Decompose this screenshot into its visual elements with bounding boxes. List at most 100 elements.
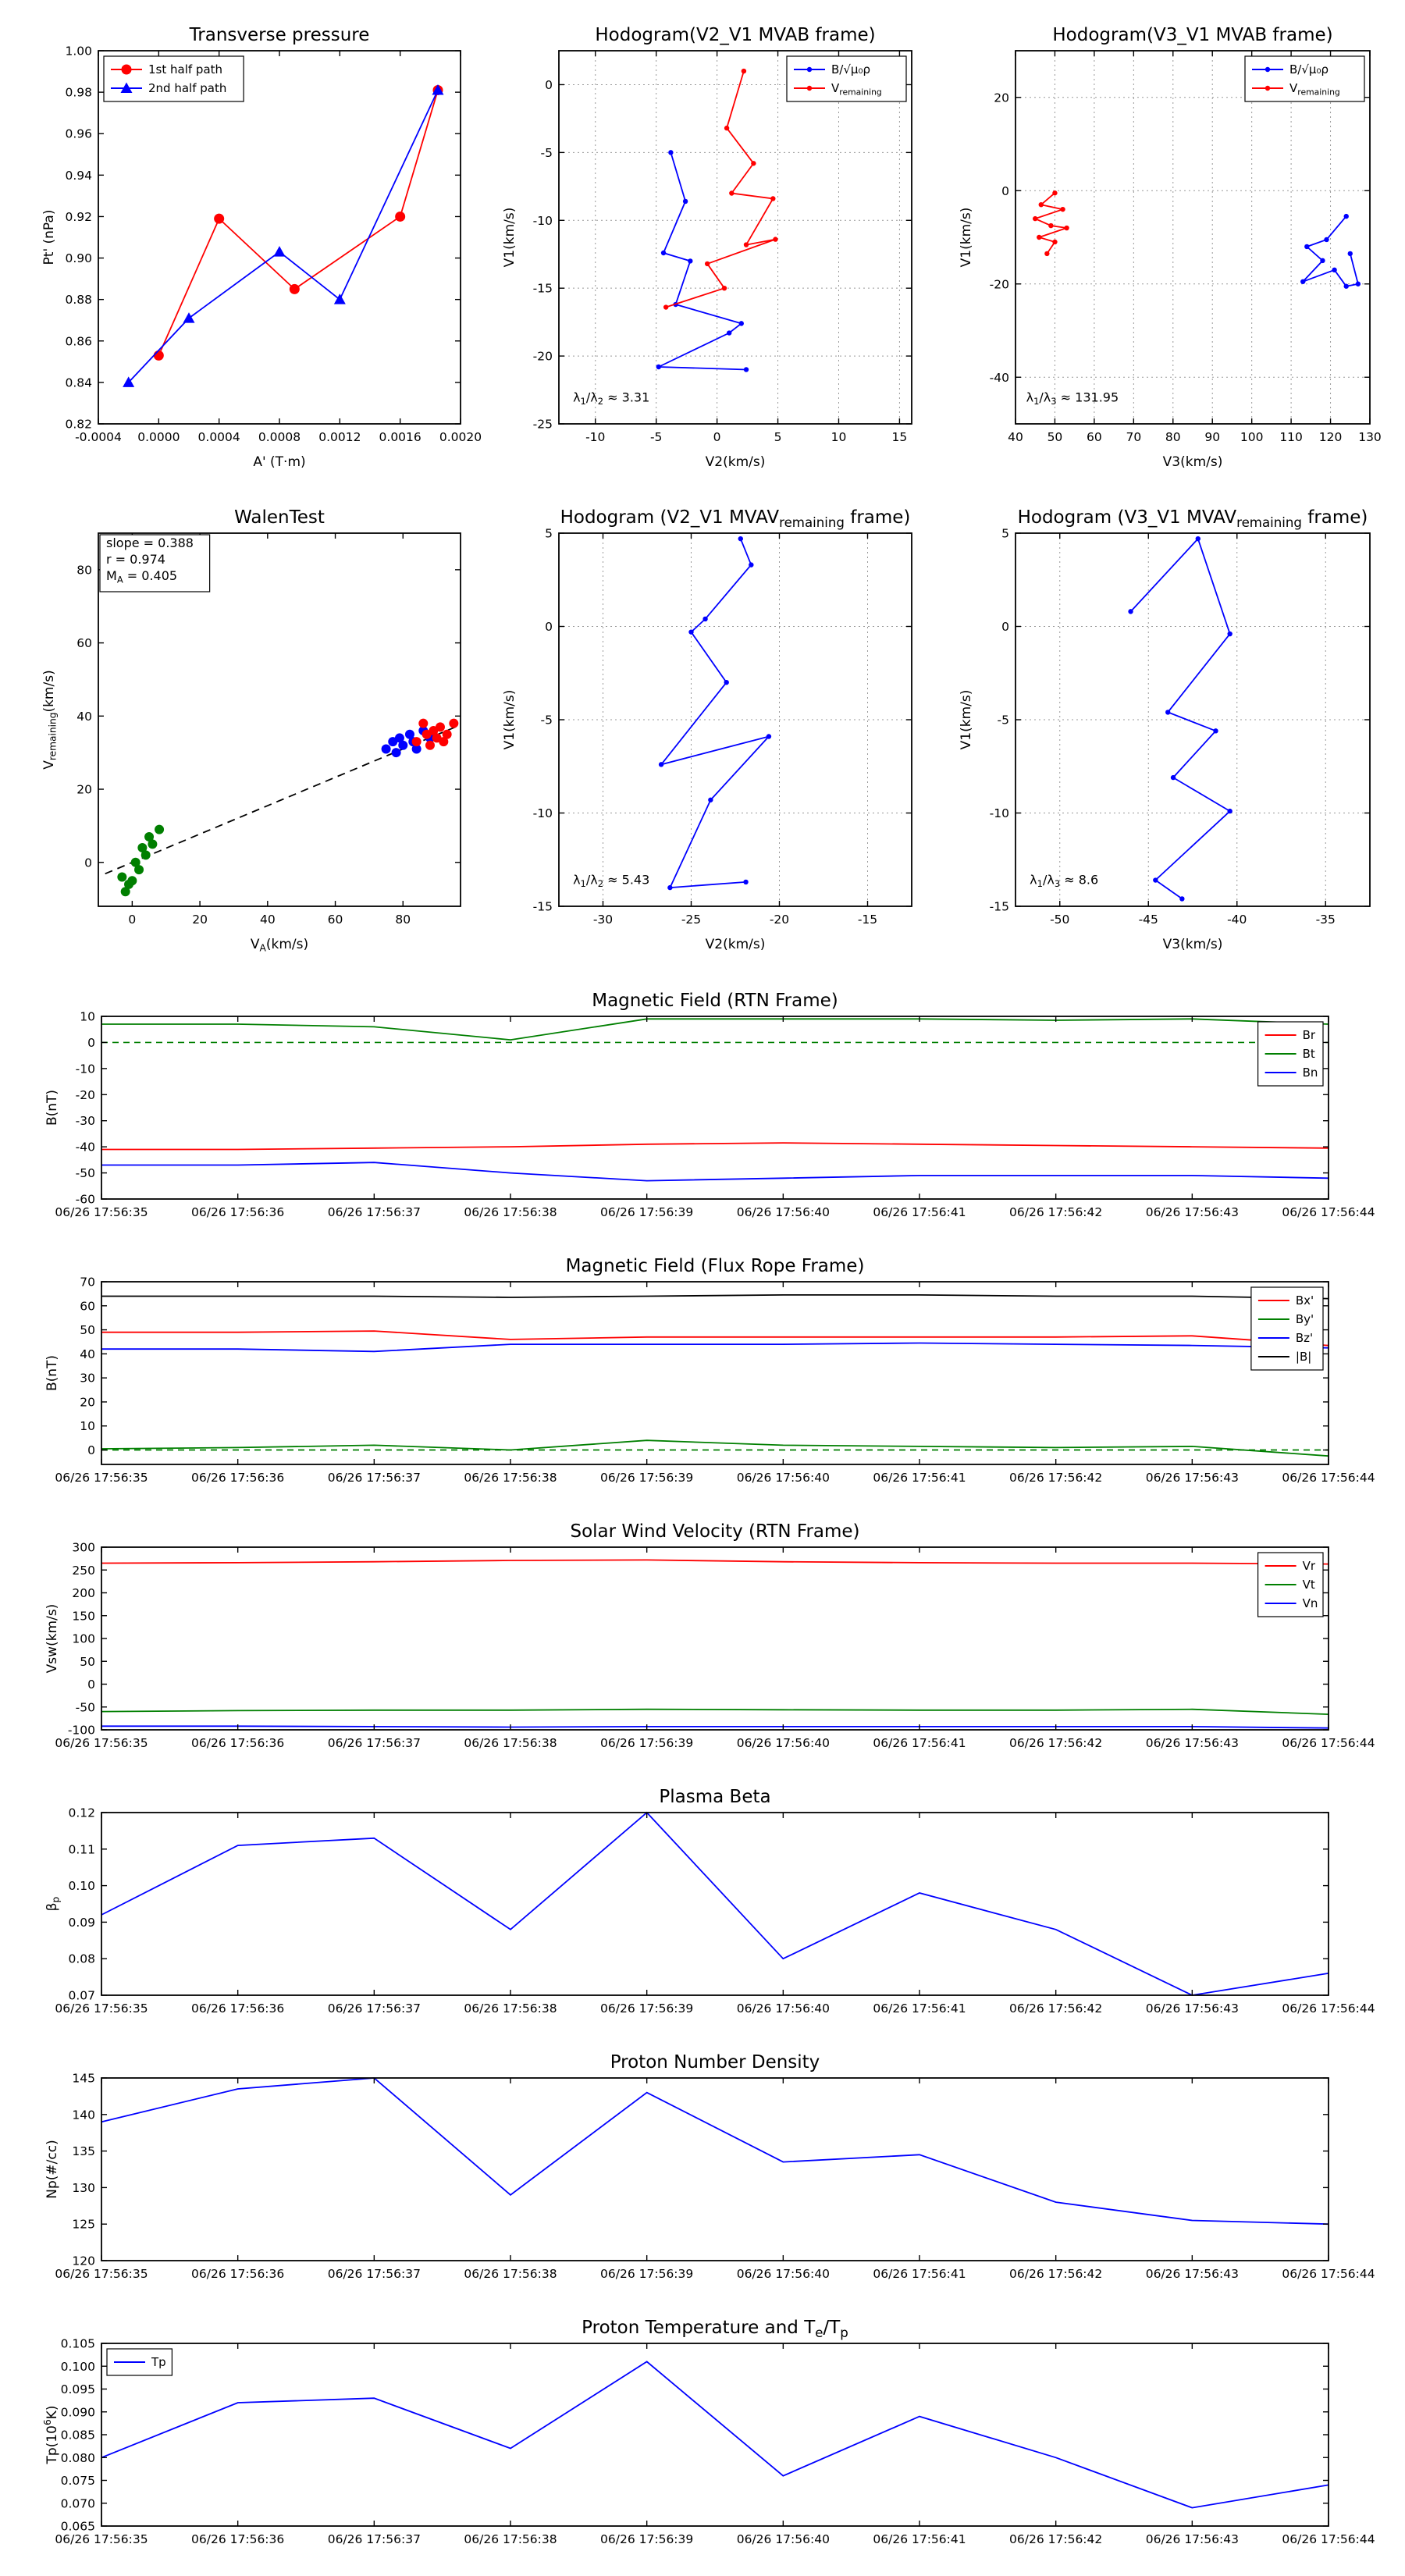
x-tick-label: 06/26 17:56:42 xyxy=(1009,1736,1102,1750)
chart-title: Magnetic Field (Flux Rope Frame) xyxy=(566,1256,865,1276)
x-tick-label: 06/26 17:56:39 xyxy=(600,1736,693,1750)
marker-point xyxy=(743,242,749,247)
x-tick-label: 0.0016 xyxy=(379,430,422,444)
x-tick-label: 06/26 17:56:41 xyxy=(873,1471,966,1485)
marker-point xyxy=(1038,201,1044,208)
y-tick-label: 0 xyxy=(1001,184,1009,198)
marker-dot xyxy=(381,744,391,754)
marker-point xyxy=(729,190,735,196)
y-tick-label: 0.94 xyxy=(65,169,92,183)
y-tick-label: 0.095 xyxy=(61,2382,95,2396)
x-tick-label: 06/26 17:56:37 xyxy=(328,1205,421,1219)
x-tick-label: 06/26 17:56:39 xyxy=(600,1205,693,1219)
y-axis-label: B(nT) xyxy=(44,1355,60,1391)
y-tick-label: -5 xyxy=(541,713,553,728)
marker-point xyxy=(773,237,778,242)
y-axis-label: Vremaining(km/s) xyxy=(41,670,59,769)
x-tick-label: 06/26 17:56:37 xyxy=(328,2267,421,2281)
y-tick-label: 0 xyxy=(87,1443,95,1457)
x-tick-label: 0.0000 xyxy=(137,430,180,444)
y-tick-label: 5 xyxy=(1001,527,1009,541)
x-tick-label: -40 xyxy=(1227,913,1247,927)
y-tick-label: 70 xyxy=(80,1276,95,1290)
marker-point xyxy=(770,196,776,201)
x-tick-label: 06/26 17:56:38 xyxy=(464,2532,557,2546)
x-tick-label: 06/26 17:56:36 xyxy=(191,1205,284,1219)
y-tick-label: 0.080 xyxy=(61,2451,95,2465)
x-tick-label: 06/26 17:56:37 xyxy=(328,2532,421,2546)
y-axis-label: Vsw(km/s) xyxy=(44,1604,60,1674)
legend: Bx' By' Bz' |B| xyxy=(1250,1286,1324,1371)
y-tick-label: 0 xyxy=(545,78,553,92)
chart-title: Hodogram (V2_V1 MVAVremaining frame) xyxy=(560,507,911,530)
x-tick-label: 0.0020 xyxy=(439,430,482,444)
y-tick-label: 200 xyxy=(72,1586,95,1600)
chart-magnetic-field-flux-rope: 06/26 17:56:35 06/26 17:56:36 06/26 17:56:… xyxy=(44,1256,1375,1485)
x-tick-label: -25 xyxy=(681,913,701,927)
series-v-path xyxy=(1129,537,1232,900)
y-axis-label: V1(km/s) xyxy=(959,208,974,268)
chart-title: Hodogram(V2_V1 MVAB frame) xyxy=(595,25,875,45)
marker-point xyxy=(682,198,688,205)
x-tick-label: 06/26 17:56:39 xyxy=(600,2267,693,2281)
series-bn xyxy=(101,1162,1329,1182)
legend: B/√μ₀ρ Vremaining xyxy=(786,55,907,102)
x-tick-label: 0.0004 xyxy=(198,430,240,444)
marker-circle xyxy=(153,350,164,361)
marker-point xyxy=(1179,896,1185,902)
series-fit-line xyxy=(105,725,458,875)
y-tick-label: -10 xyxy=(533,214,553,228)
y-tick-label: 20 xyxy=(76,783,92,797)
x-tick-label: 06/26 17:56:38 xyxy=(464,2001,557,2016)
y-tick-label: 0.82 xyxy=(65,418,92,432)
marker-point xyxy=(660,250,667,256)
x-tick-label: 06/26 17:56:42 xyxy=(1009,2267,1102,2281)
marker-point xyxy=(724,125,730,131)
y-tick-label: 20 xyxy=(994,91,1009,105)
marker-dot xyxy=(130,857,140,867)
legend-label: Vn xyxy=(1303,1596,1318,1610)
annotation: λ1/λ3 ≈ 8.6 xyxy=(1030,872,1098,889)
marker-point xyxy=(724,680,729,685)
y-tick-label: 0.105 xyxy=(61,2337,95,2351)
marker-dot xyxy=(391,748,401,758)
marker-point xyxy=(1264,66,1271,73)
marker-point xyxy=(743,879,749,885)
y-tick-label: 50 xyxy=(80,1323,95,1337)
series-bz- xyxy=(101,1342,1329,1353)
y-tick-label: 0.84 xyxy=(65,375,92,390)
chart-title: WalenTest xyxy=(234,507,325,528)
y-tick-label: 0 xyxy=(545,620,553,634)
y-tick-label: 1.00 xyxy=(65,44,92,59)
x-axis-label: A' (T·m) xyxy=(253,454,305,470)
axes-frame xyxy=(98,50,461,425)
y-tick-label: 0.12 xyxy=(68,1806,95,1820)
y-tick-label: -20 xyxy=(76,1088,95,1102)
marker-point xyxy=(1064,225,1069,231)
series-vt xyxy=(101,1708,1329,1715)
y-tick-label: 0.98 xyxy=(65,86,92,100)
marker-point xyxy=(721,285,727,291)
legend-label: Br xyxy=(1303,1028,1316,1042)
x-tick-label: 06/26 17:56:35 xyxy=(55,1736,148,1750)
legend-label: B/√μ₀ρ xyxy=(831,62,870,76)
marker-point xyxy=(749,562,754,568)
series-np xyxy=(101,2077,1329,2226)
y-tick-label: 0.075 xyxy=(61,2474,95,2488)
marker-point xyxy=(688,258,693,264)
panel-hodogram-v2v1-mvav: -30 -25 -20 -15 5 0 -5 -10 -15 Hodogram (V2_V1 MV… xyxy=(490,494,935,972)
x-tick-label: 40 xyxy=(260,913,276,927)
x-tick-label: 0 xyxy=(713,430,721,444)
legend: Tp xyxy=(106,2348,173,2376)
annotation: λ1/λ2 ≈ 5.43 xyxy=(573,872,649,889)
x-tick-label: 06/26 17:56:41 xyxy=(873,2001,966,2016)
panel-hodogram-v3v1-mvav: -50 -45 -40 -35 5 0 -5 -10 -15 Hodogram (V3_V1 MV… xyxy=(947,494,1393,972)
marker-point xyxy=(1170,774,1176,781)
y-tick-label: 0.085 xyxy=(61,2428,95,2443)
x-tick-label: 06/26 17:56:36 xyxy=(191,1736,284,1750)
x-tick-label: 120 xyxy=(1319,430,1343,444)
legend-label: Vremaining xyxy=(1289,81,1340,97)
y-tick-label: 150 xyxy=(72,1609,95,1623)
chart-title: Hodogram (V3_V1 MVAVremaining frame) xyxy=(1018,507,1368,530)
axes-frame xyxy=(101,1281,1329,1465)
